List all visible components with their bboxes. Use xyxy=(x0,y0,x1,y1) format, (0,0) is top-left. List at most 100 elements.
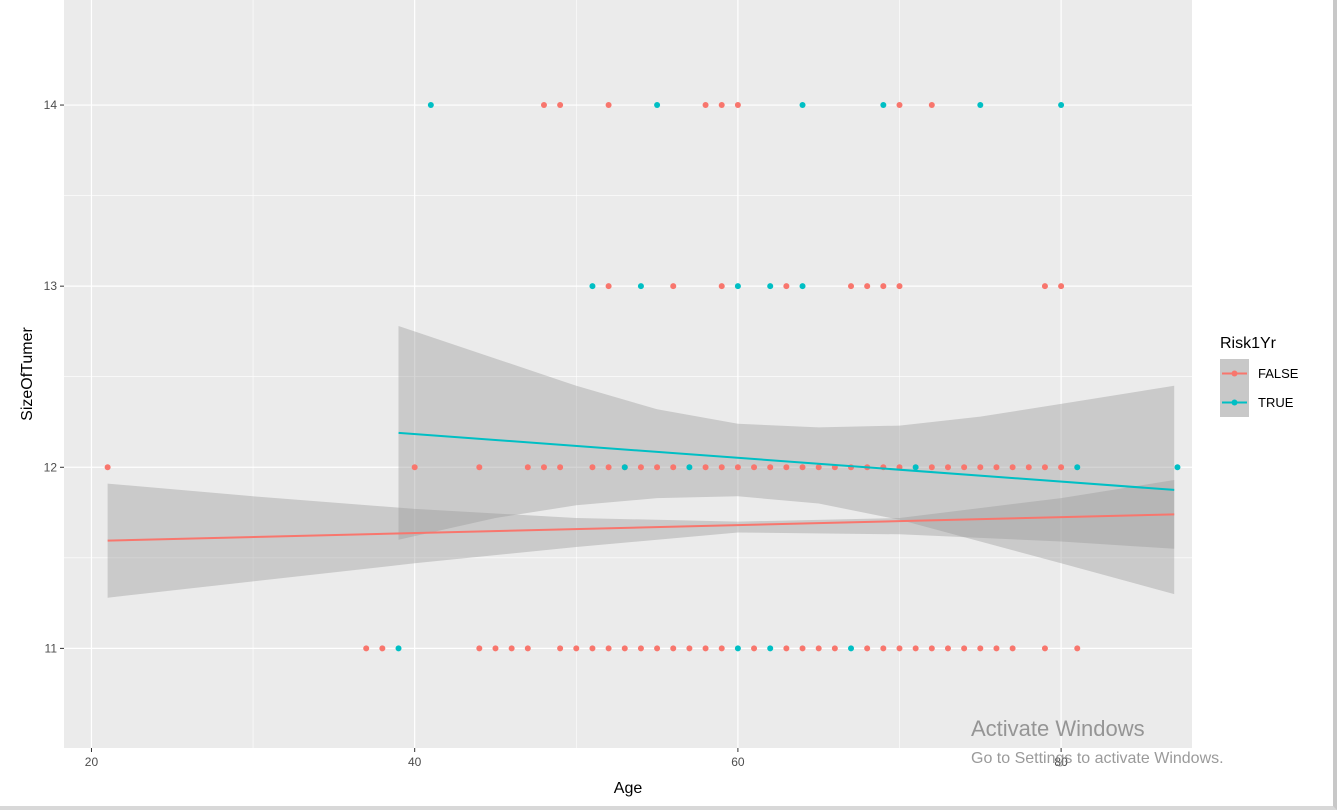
point-false xyxy=(783,283,790,290)
y-tick-label: 11 xyxy=(45,641,58,655)
point-false xyxy=(734,102,741,109)
x-tick-label: 80 xyxy=(1054,755,1068,769)
confidence-band-false xyxy=(107,480,1175,598)
point-false xyxy=(1041,283,1048,290)
point-true xyxy=(621,464,628,471)
point-false xyxy=(799,645,806,652)
fit-line-true xyxy=(398,431,1175,491)
point-false xyxy=(864,645,871,652)
point-false xyxy=(977,464,984,471)
point-false xyxy=(961,464,968,471)
point-false xyxy=(734,464,741,471)
point-false xyxy=(977,645,984,652)
point-true xyxy=(734,645,741,652)
point-false xyxy=(654,645,661,652)
point-false xyxy=(1074,645,1081,652)
point-false xyxy=(961,645,968,652)
point-false xyxy=(540,102,547,109)
point-false xyxy=(605,283,612,290)
point-false xyxy=(783,645,790,652)
point-true xyxy=(912,464,919,471)
legend-label-true: TRUE xyxy=(1258,395,1294,410)
point-false xyxy=(864,283,871,290)
point-true xyxy=(880,102,887,109)
point-false xyxy=(880,283,887,290)
point-true xyxy=(977,102,984,109)
point-true xyxy=(589,283,596,290)
point-false xyxy=(589,645,596,652)
grid-major xyxy=(64,0,1192,748)
point-false xyxy=(928,464,935,471)
point-true xyxy=(767,283,774,290)
point-false xyxy=(557,645,564,652)
point-false xyxy=(896,102,903,109)
point-true xyxy=(767,645,774,652)
point-false xyxy=(1058,464,1065,471)
watermark-subtitle: Go to Settings to activate Windows. xyxy=(971,750,1224,767)
point-true xyxy=(734,283,741,290)
point-false xyxy=(751,464,758,471)
y-tick-label: 13 xyxy=(44,279,58,293)
point-true xyxy=(1074,464,1081,471)
point-false xyxy=(605,102,612,109)
data-points xyxy=(104,102,1181,652)
y-tick-label: 12 xyxy=(44,460,58,474)
point-false xyxy=(363,645,370,652)
point-false xyxy=(848,283,855,290)
legend-label-false: FALSE xyxy=(1258,366,1299,381)
point-false xyxy=(1041,464,1048,471)
point-false xyxy=(476,464,483,471)
point-false xyxy=(654,464,661,471)
point-false xyxy=(928,645,935,652)
point-false xyxy=(718,102,725,109)
grid-minor xyxy=(64,0,1192,748)
plot-panel xyxy=(64,0,1192,748)
point-false xyxy=(896,283,903,290)
point-false xyxy=(751,645,758,652)
watermark-title: Activate Windows xyxy=(971,716,1145,741)
point-false xyxy=(637,464,644,471)
point-false xyxy=(718,645,725,652)
point-false xyxy=(508,645,515,652)
point-false xyxy=(799,464,806,471)
point-true xyxy=(1174,464,1181,471)
point-false xyxy=(993,464,1000,471)
legend-title: Risk1Yr xyxy=(1220,335,1277,352)
point-true xyxy=(799,283,806,290)
point-false xyxy=(411,464,418,471)
point-true xyxy=(637,283,644,290)
point-false xyxy=(605,464,612,471)
point-false xyxy=(379,645,386,652)
point-false xyxy=(670,645,677,652)
y-axis-title: SizeOfTumer xyxy=(19,327,36,421)
point-true xyxy=(686,464,693,471)
point-false xyxy=(1025,464,1032,471)
point-false xyxy=(637,645,644,652)
point-false xyxy=(944,464,951,471)
point-true xyxy=(848,645,855,652)
point-false xyxy=(670,464,677,471)
point-false xyxy=(702,102,709,109)
point-false xyxy=(621,645,628,652)
point-false xyxy=(783,464,790,471)
x-tick-label: 60 xyxy=(731,755,745,769)
point-false xyxy=(718,283,725,290)
point-false xyxy=(686,645,693,652)
point-false xyxy=(540,464,547,471)
x-axis: 20 40 60 80 xyxy=(85,748,1068,769)
point-false xyxy=(1009,645,1016,652)
point-false xyxy=(605,645,612,652)
point-false xyxy=(912,645,919,652)
legend: Risk1Yr FALSE TRUE xyxy=(1220,335,1299,417)
point-true xyxy=(395,645,402,652)
point-false xyxy=(928,102,935,109)
point-false xyxy=(104,464,111,471)
point-false xyxy=(815,464,822,471)
point-false xyxy=(702,645,709,652)
point-false xyxy=(557,464,564,471)
point-false xyxy=(573,645,580,652)
point-false xyxy=(670,283,677,290)
point-false xyxy=(831,645,838,652)
regression-lines xyxy=(107,431,1175,542)
